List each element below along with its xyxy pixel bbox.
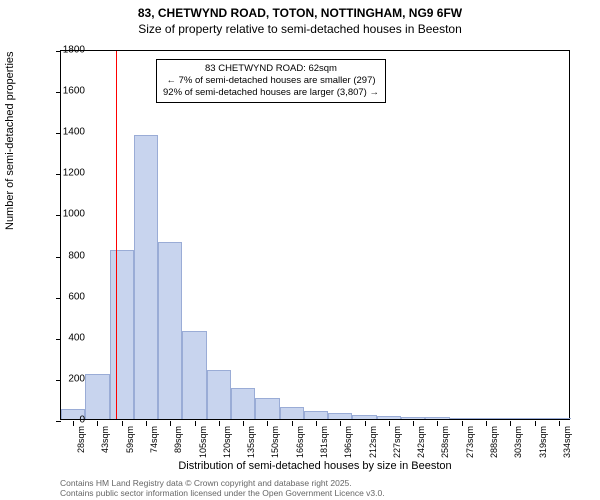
- histogram-bar: [450, 418, 474, 419]
- x-tick-mark: [146, 421, 147, 426]
- y-tick-label: 400: [55, 332, 85, 343]
- x-axis-label: Distribution of semi-detached houses by …: [60, 460, 570, 472]
- y-tick-label: 600: [55, 291, 85, 302]
- x-tick-mark: [243, 421, 244, 426]
- histogram-bar: [401, 417, 425, 419]
- x-tick-mark: [462, 421, 463, 426]
- histogram-bar: [498, 418, 522, 419]
- x-tick-mark: [389, 421, 390, 426]
- histogram-bar: [352, 415, 376, 419]
- y-tick-label: 200: [55, 373, 85, 384]
- y-axis-label: Number of semi-detached properties: [4, 51, 16, 230]
- x-tick-mark: [195, 421, 196, 426]
- histogram-bar: [474, 418, 498, 419]
- attribution-line1: Contains HM Land Registry data © Crown c…: [60, 478, 385, 488]
- y-tick-label: 0: [55, 415, 85, 426]
- annotation-box: 83 CHETWYND ROAD: 62sqm← 7% of semi-deta…: [156, 59, 386, 103]
- y-tick-label: 1400: [55, 127, 85, 138]
- histogram-bar: [425, 417, 449, 419]
- attribution-line2: Contains public sector information licen…: [60, 488, 385, 498]
- y-tick-label: 1600: [55, 86, 85, 97]
- histogram-bar: [134, 135, 158, 419]
- annotation-line2: ← 7% of semi-detached houses are smaller…: [163, 75, 379, 87]
- plot-area: 28sqm43sqm59sqm74sqm89sqm105sqm120sqm135…: [60, 50, 570, 420]
- x-tick-mark: [340, 421, 341, 426]
- annotation-line3: 92% of semi-detached houses are larger (…: [163, 87, 379, 99]
- x-tick-mark: [316, 421, 317, 426]
- histogram-bar: [280, 407, 304, 419]
- x-tick-mark: [559, 421, 560, 426]
- histogram-bar: [182, 331, 206, 419]
- histogram-bar: [522, 418, 546, 419]
- x-tick-mark: [122, 421, 123, 426]
- annotation-line1: 83 CHETWYND ROAD: 62sqm: [163, 63, 379, 75]
- x-tick-mark: [267, 421, 268, 426]
- y-tick-label: 1800: [55, 45, 85, 56]
- x-tick-mark: [437, 421, 438, 426]
- histogram-bar: [231, 388, 255, 419]
- histogram-bar: [158, 242, 182, 419]
- histogram-bar: [255, 398, 279, 419]
- x-tick-mark: [292, 421, 293, 426]
- x-tick-mark: [535, 421, 536, 426]
- y-tick-label: 1000: [55, 209, 85, 220]
- histogram-bar: [328, 413, 352, 419]
- histogram-bar: [377, 416, 401, 419]
- x-tick-mark: [510, 421, 511, 426]
- chart-container: 83, CHETWYND ROAD, TOTON, NOTTINGHAM, NG…: [0, 0, 600, 500]
- reference-line: [116, 51, 117, 419]
- histogram-bar: [207, 370, 231, 419]
- chart-title: 83, CHETWYND ROAD, TOTON, NOTTINGHAM, NG…: [0, 0, 600, 22]
- y-tick-label: 800: [55, 250, 85, 261]
- histogram-bar: [110, 250, 134, 419]
- chart-subtitle: Size of property relative to semi-detach…: [0, 22, 600, 38]
- y-tick-label: 1200: [55, 168, 85, 179]
- x-tick-mark: [170, 421, 171, 426]
- histogram-bar: [547, 418, 571, 419]
- attribution-text: Contains HM Land Registry data © Crown c…: [60, 478, 385, 498]
- x-tick-mark: [219, 421, 220, 426]
- histogram-bar: [304, 411, 328, 419]
- x-tick-mark: [97, 421, 98, 426]
- x-tick-mark: [486, 421, 487, 426]
- x-tick-mark: [413, 421, 414, 426]
- x-tick-mark: [365, 421, 366, 426]
- histogram-bar: [85, 374, 109, 419]
